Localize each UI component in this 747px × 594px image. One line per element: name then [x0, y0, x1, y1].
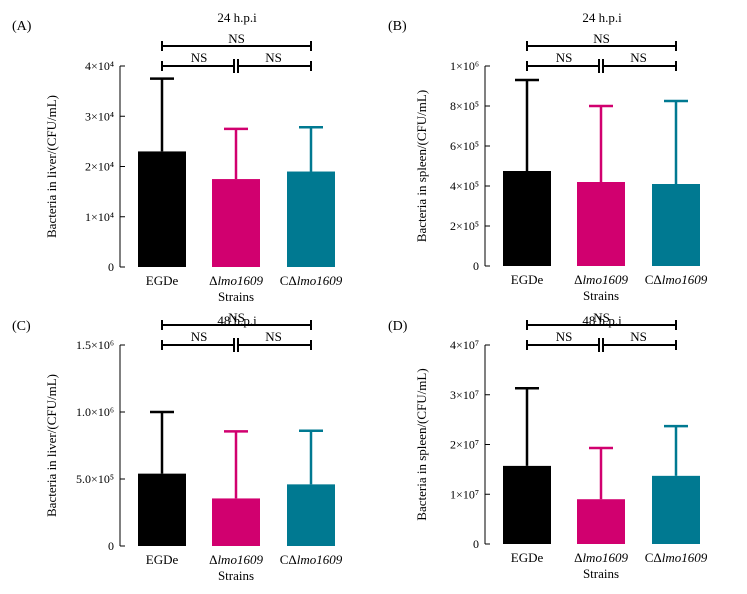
- bar: [577, 499, 625, 544]
- category-label: CΔlmo1609: [645, 272, 708, 287]
- panel-title: 24 h.p.i: [582, 10, 622, 25]
- y-tick-label: 0: [473, 537, 479, 551]
- panel-label: (C): [12, 319, 31, 334]
- y-tick-label: 2×10⁵: [450, 219, 479, 233]
- y-axis-label: Bacteria in liver/(CFU/mL): [44, 374, 59, 517]
- sig-label: NS: [593, 310, 610, 325]
- y-tick-label: 0: [473, 259, 479, 273]
- y-tick-label: 4×10⁵: [450, 179, 479, 193]
- y-axis-label: Bacteria in spleen/(CFU/mL): [414, 368, 429, 520]
- bar: [503, 171, 551, 266]
- y-tick-label: 3×10⁴: [85, 109, 114, 123]
- x-axis-label: Strains: [583, 288, 619, 303]
- panel-1: (B) 24 h.p.i 0 2×10⁵ 4×10⁵ 6×10⁵ 8×10⁵ 1×10⁶ Bac…: [388, 10, 708, 303]
- category-label: EGDe: [146, 273, 179, 288]
- sig-label: NS: [265, 329, 282, 344]
- y-axis-label: Bacteria in spleen/(CFU/mL): [414, 90, 429, 242]
- category-label: CΔlmo1609: [645, 550, 708, 565]
- y-tick-label: 5.0×10⁵: [76, 472, 114, 486]
- bar: [287, 484, 335, 546]
- y-tick-label: 1×10⁶: [450, 59, 479, 73]
- sig-label: NS: [191, 329, 208, 344]
- sig-label: NS: [265, 50, 282, 65]
- y-tick-label: 1×10⁷: [450, 487, 479, 501]
- y-tick-label: 0: [108, 260, 114, 274]
- category-label: Δlmo1609: [574, 272, 628, 287]
- bar: [138, 151, 186, 267]
- sig-label: NS: [556, 329, 573, 344]
- y-tick-label: 1.5×10⁶: [76, 338, 114, 352]
- panel-title: 24 h.p.i: [217, 10, 257, 25]
- category-label: CΔlmo1609: [280, 552, 343, 567]
- y-tick-label: 4×10⁴: [85, 59, 114, 73]
- bar: [577, 182, 625, 266]
- sig-label: NS: [228, 31, 245, 46]
- bar: [212, 179, 260, 267]
- bar: [503, 465, 551, 544]
- sig-label: NS: [630, 50, 647, 65]
- panel-label: (B): [388, 19, 407, 34]
- y-tick-label: 6×10⁵: [450, 139, 479, 153]
- sig-label: NS: [556, 50, 573, 65]
- category-label: Δlmo1609: [574, 550, 628, 565]
- sig-label: NS: [630, 329, 647, 344]
- y-tick-label: 1.0×10⁶: [76, 405, 114, 419]
- y-tick-label: 2×10⁴: [85, 160, 114, 174]
- category-label: EGDe: [511, 550, 544, 565]
- category-label: EGDe: [146, 552, 179, 567]
- x-axis-label: Strains: [218, 568, 254, 583]
- panel-2: (C) 48 h.p.i05.0×10⁵1.0×10⁶1.5×10⁶Bacteri…: [12, 310, 343, 583]
- panel-3: (D) 48 h.p.i01×10⁷2×10⁷3×10⁷4×10⁷Bacteria…: [388, 310, 708, 581]
- x-axis-label: Strains: [218, 289, 254, 304]
- category-label: Δlmo1609: [209, 273, 263, 288]
- panel-0: (A) 24 h.p.i 0 1×10⁴ 2×10⁴ 3×10⁴ 4×10⁴ Bacteria…: [12, 10, 343, 304]
- y-tick-label: 2×10⁷: [450, 438, 479, 452]
- panel-label: (D): [388, 319, 408, 334]
- bar: [287, 171, 335, 267]
- category-label: Δlmo1609: [209, 552, 263, 567]
- sig-label: NS: [228, 310, 245, 325]
- y-tick-label: 8×10⁵: [450, 99, 479, 113]
- sig-label: NS: [593, 31, 610, 46]
- y-axis-label: Bacteria in liver/(CFU/mL): [44, 95, 59, 238]
- category-label: CΔlmo1609: [280, 273, 343, 288]
- y-tick-label: 0: [108, 539, 114, 553]
- bar: [652, 184, 700, 266]
- category-label: EGDe: [511, 272, 544, 287]
- y-tick-label: 1×10⁴: [85, 210, 114, 224]
- panel-label: (A): [12, 19, 32, 34]
- sig-label: NS: [191, 50, 208, 65]
- x-axis-label: Strains: [583, 566, 619, 581]
- bar: [652, 475, 700, 544]
- y-tick-label: 3×10⁷: [450, 388, 479, 402]
- bar: [212, 498, 260, 546]
- y-tick-label: 4×10⁷: [450, 338, 479, 352]
- bar: [138, 473, 186, 546]
